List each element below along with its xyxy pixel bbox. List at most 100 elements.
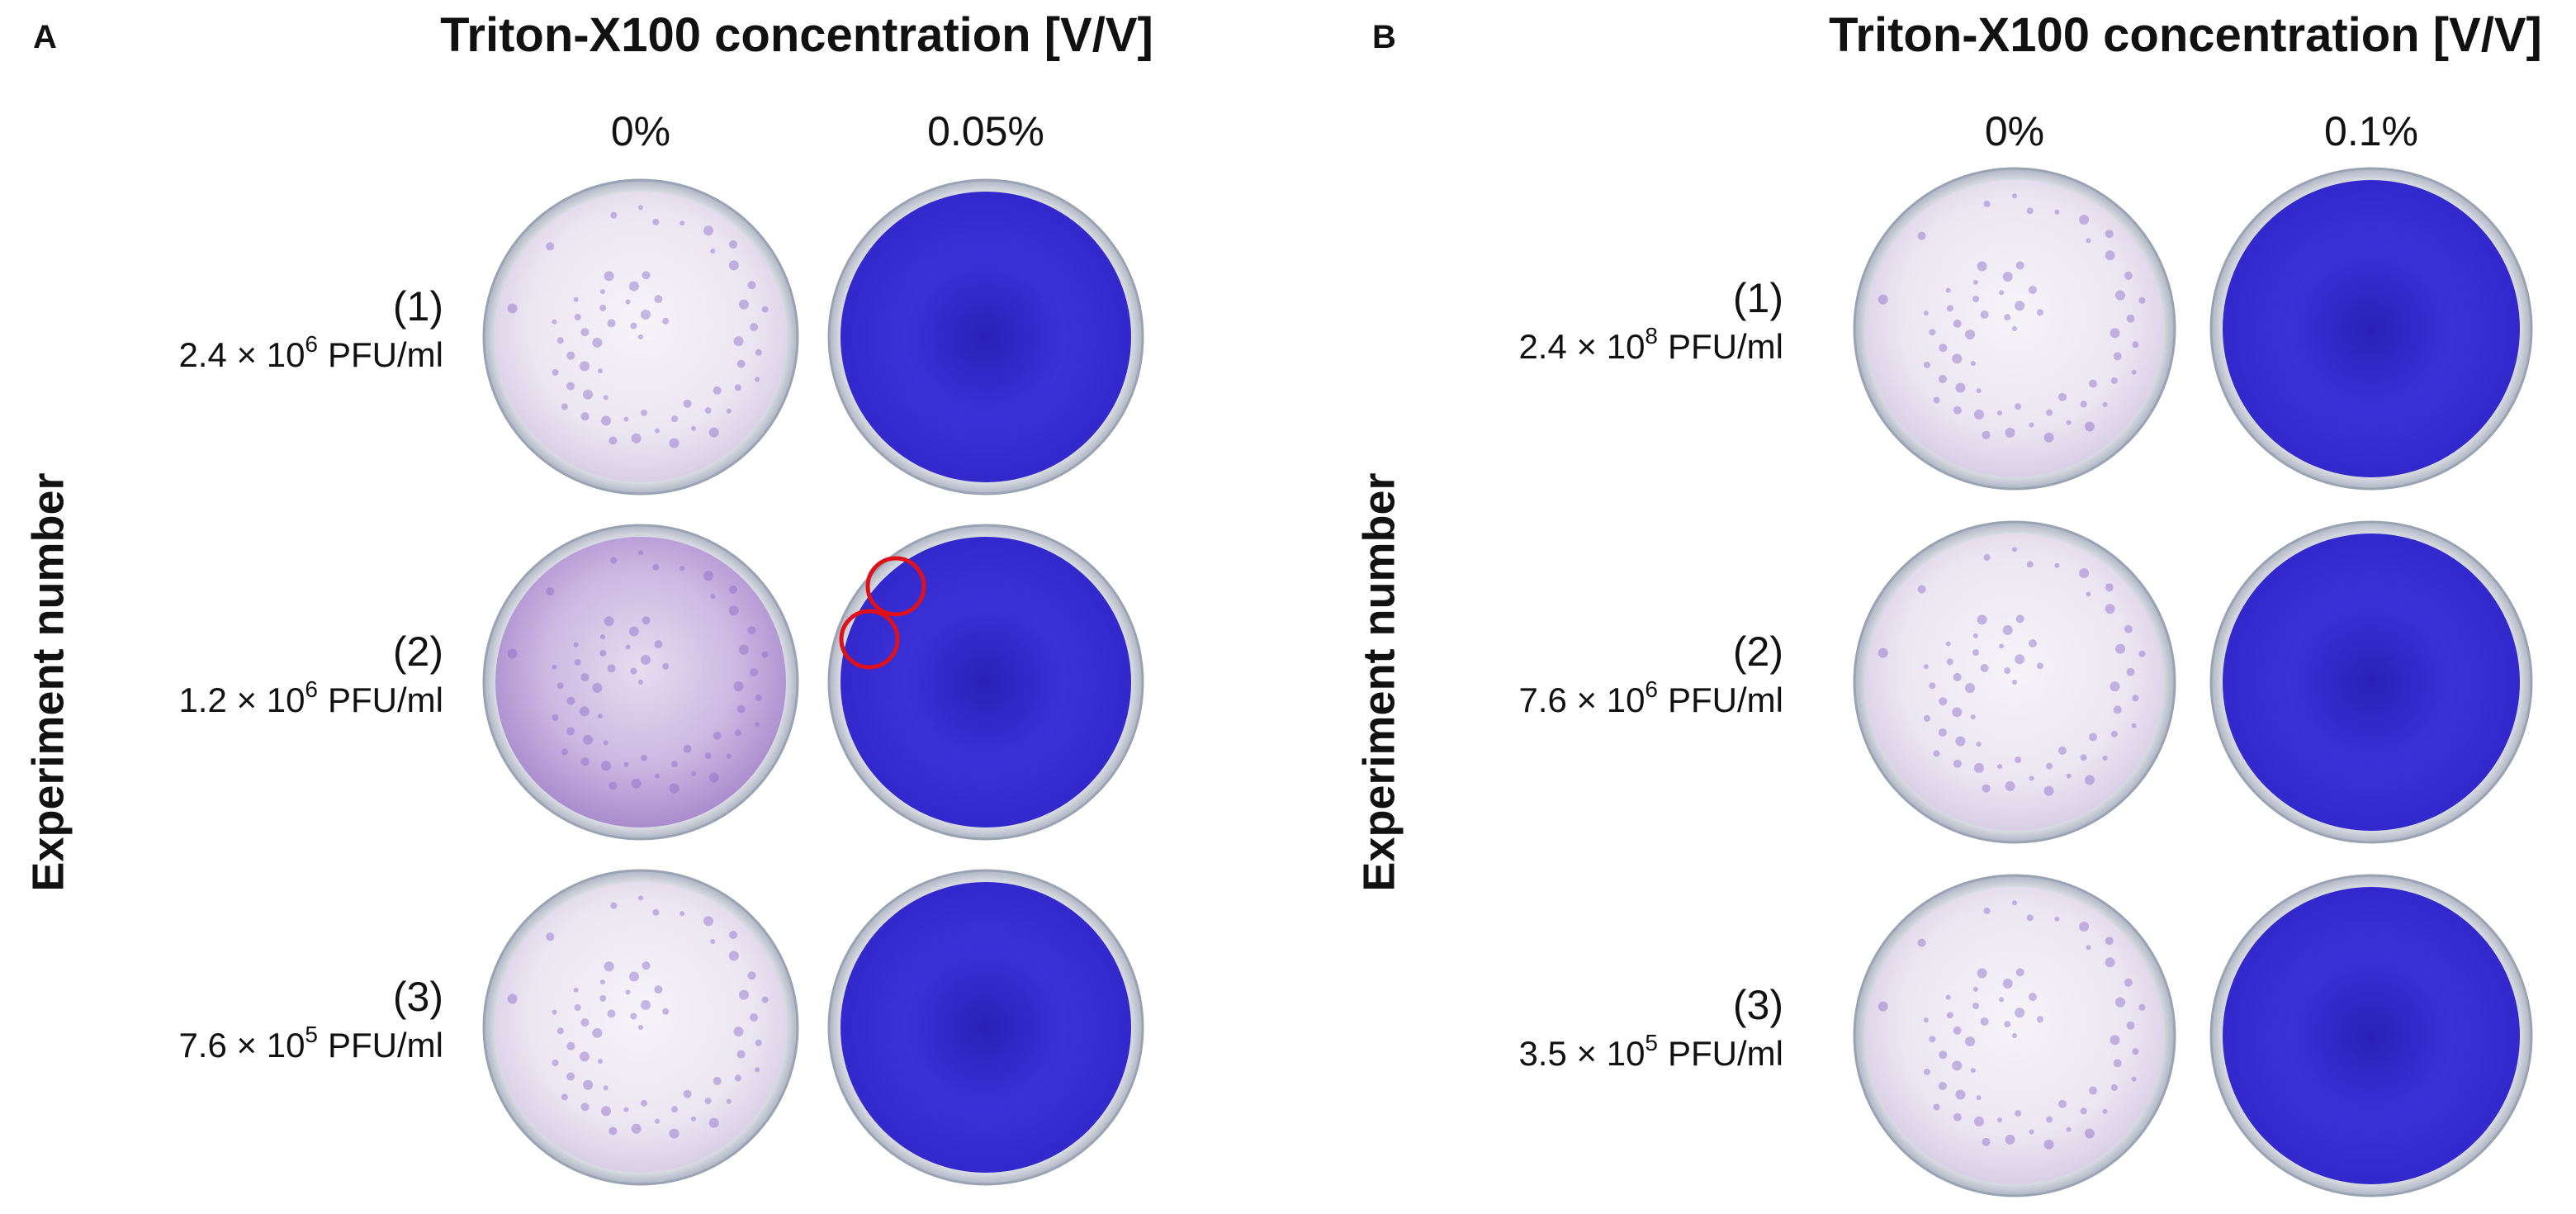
speckle xyxy=(1977,968,1987,979)
speckle xyxy=(561,403,568,410)
speckle xyxy=(1977,261,1987,272)
titer-mantissa: 1.2 × 10 xyxy=(178,681,305,719)
speckle xyxy=(2080,401,2087,408)
speckle xyxy=(761,306,769,313)
row-number: (3) xyxy=(393,974,443,1020)
speckle xyxy=(726,753,732,759)
petri-dish xyxy=(2209,520,2533,844)
speckle xyxy=(2029,775,2034,781)
speckle xyxy=(1965,330,1976,340)
row-titer: 3.5 × 105 PFU/ml xyxy=(1518,1030,1783,1073)
speckle xyxy=(2015,654,2025,665)
speckle xyxy=(2110,681,2120,692)
speckle xyxy=(1999,290,2005,296)
speckle xyxy=(2015,403,2022,410)
panel: B Triton-X100 concentration [V/V] Experime… xyxy=(1354,8,2542,1197)
speckle xyxy=(750,323,759,332)
speckle xyxy=(708,1117,719,1128)
speckle xyxy=(1923,361,1930,368)
speckle xyxy=(2080,754,2087,761)
speckle xyxy=(2110,1035,2120,1046)
speckle xyxy=(2088,1086,2097,1095)
titer-mantissa: 2.4 × 10 xyxy=(1518,327,1645,366)
speckle xyxy=(1917,938,1926,947)
speckle xyxy=(2066,420,2072,425)
speckle xyxy=(2110,1084,2118,1091)
speckle xyxy=(1929,1036,1936,1043)
speckle xyxy=(1917,231,1926,240)
speckle xyxy=(747,281,756,290)
petri-dish xyxy=(827,178,1144,496)
speckle xyxy=(2115,643,2126,654)
dish-medium xyxy=(1866,887,2163,1184)
speckle xyxy=(2080,1107,2087,1115)
speckle xyxy=(747,626,756,635)
speckle xyxy=(507,993,518,1004)
titer-exponent: 6 xyxy=(305,676,318,702)
speckle xyxy=(1923,1068,1930,1075)
speckle xyxy=(599,994,607,1002)
speckle xyxy=(1965,1036,1976,1047)
speckle xyxy=(573,642,579,647)
speckle xyxy=(2015,1110,2022,1117)
speckle xyxy=(573,987,579,993)
speckle xyxy=(631,778,642,789)
speckle xyxy=(710,938,716,944)
speckle xyxy=(1938,728,1947,737)
speckle xyxy=(2054,562,2060,568)
speckle xyxy=(2084,775,2095,785)
speckle xyxy=(2036,309,2043,316)
speckle xyxy=(2102,401,2108,407)
speckle xyxy=(1972,279,1978,285)
speckle xyxy=(1946,658,1953,666)
speckle xyxy=(552,368,559,376)
speckle xyxy=(738,644,749,655)
speckle xyxy=(1923,714,1930,722)
speckle xyxy=(761,651,769,658)
speckle xyxy=(546,242,555,251)
speckle xyxy=(729,586,737,594)
speckle xyxy=(2088,733,2097,742)
speckle xyxy=(607,664,616,673)
speckle xyxy=(2132,695,2139,702)
speckle xyxy=(641,1099,648,1107)
speckle xyxy=(728,951,739,961)
speckle xyxy=(1923,664,1929,670)
dish-medium xyxy=(495,882,786,1173)
speckle xyxy=(761,996,769,1003)
speckle xyxy=(728,605,739,616)
speckle xyxy=(507,303,518,314)
speckle xyxy=(1980,1017,1989,1027)
titer-unit: PFU/ml xyxy=(328,1026,443,1065)
speckle xyxy=(628,626,639,637)
speckle xyxy=(738,989,749,1000)
content: A Triton-X100 concentration [V/V] Experime… xyxy=(23,8,2542,1197)
titer-unit: PFU/ml xyxy=(328,681,443,719)
speckle xyxy=(580,412,590,421)
speckle xyxy=(1923,1017,1929,1023)
speckle xyxy=(750,1013,759,1022)
row-number: (1) xyxy=(393,283,443,330)
speckle xyxy=(607,319,616,328)
panel-title: Triton-X100 concentration [V/V] xyxy=(440,8,1153,62)
dish-medium xyxy=(2223,180,2520,477)
speckle xyxy=(628,971,639,982)
speckle xyxy=(1938,374,1947,383)
row-titer: 2.4 × 108 PFU/ml xyxy=(1518,323,1783,366)
speckle xyxy=(610,902,618,909)
dish-medium xyxy=(1866,533,2163,831)
speckle xyxy=(2012,680,2017,685)
speckle xyxy=(2086,945,2091,951)
speckle xyxy=(755,694,762,701)
speckle xyxy=(2079,922,2090,932)
speckle xyxy=(2005,780,2015,791)
speckle xyxy=(1939,697,1948,706)
speckle xyxy=(552,1059,559,1066)
speckle xyxy=(1955,736,1966,747)
speckle xyxy=(561,1093,568,1101)
speckle xyxy=(1972,633,1978,638)
petri-dish xyxy=(482,178,799,496)
speckle xyxy=(1973,1116,1984,1126)
speckle xyxy=(1970,714,1976,720)
